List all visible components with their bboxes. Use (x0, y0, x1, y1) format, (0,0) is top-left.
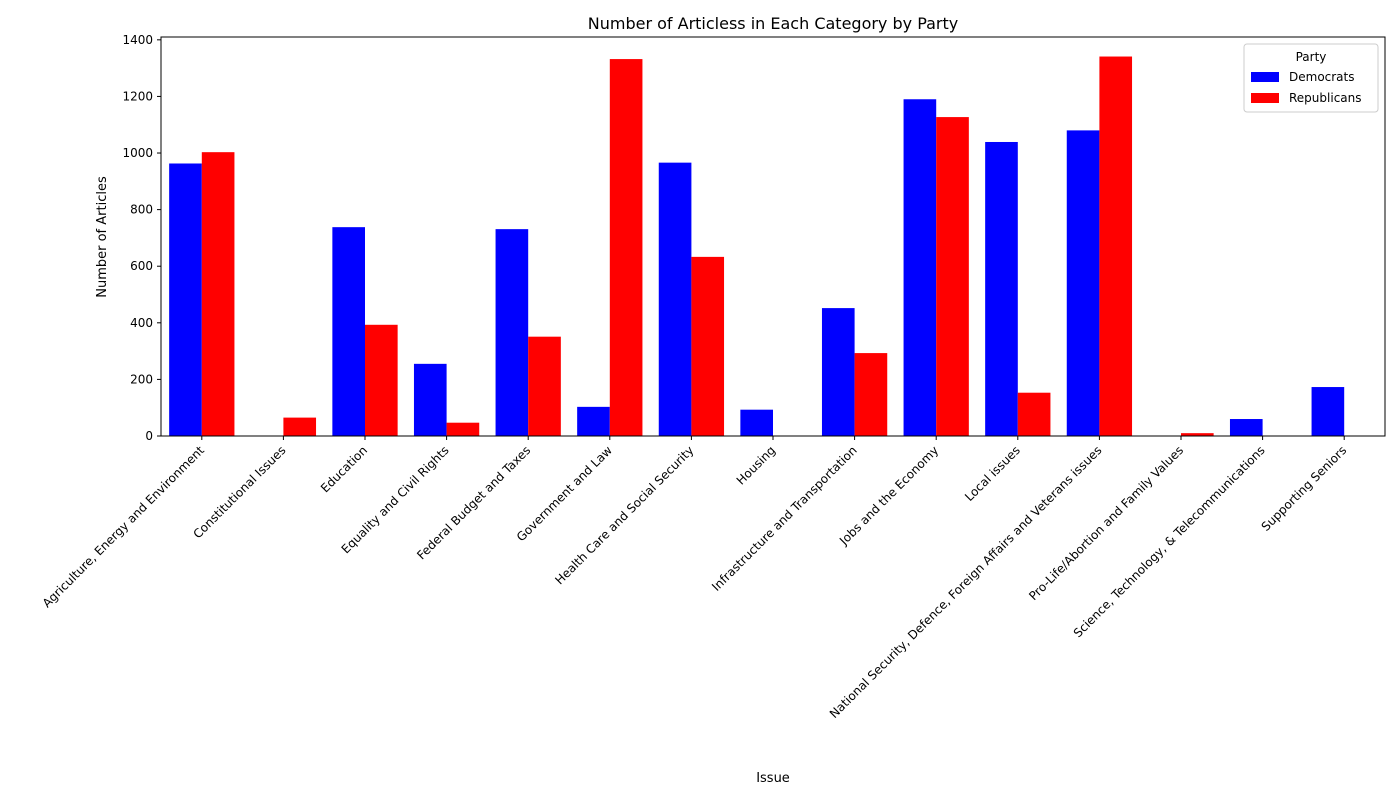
legend-label-republicans: Republicans (1289, 91, 1362, 105)
y-tick-label-6: 1200 (122, 89, 153, 103)
y-tick-label-2: 400 (130, 316, 153, 330)
legend: Party Democrats Republicans (1243, 43, 1379, 113)
y-tick-label-4: 800 (130, 203, 153, 217)
bars-layer (169, 56, 1345, 437)
bar-republicans-2 (365, 324, 398, 436)
bar-democrats-4 (495, 229, 529, 436)
x-tick-label-0: Agriculture, Energy and Environment (40, 443, 207, 610)
bar-republicans-12 (1181, 433, 1214, 436)
bar-democrats-13 (1229, 419, 1263, 436)
bar-republicans-9 (936, 117, 969, 436)
bar-republicans-8 (854, 353, 888, 436)
y-axis-label: Number of Articles (95, 176, 110, 298)
x-tick-label-8: Infrastructure and Transportation (709, 443, 860, 594)
x-tick-label-1: Constitutional Issues (190, 443, 288, 541)
y-tick-label-1: 200 (130, 372, 153, 386)
bar-republicans-6 (691, 256, 725, 436)
bar-democrats-7 (740, 409, 773, 436)
bar-republicans-10 (1017, 392, 1051, 436)
bar-democrats-3 (413, 363, 447, 436)
x-tick-label-13: Science, Technology, & Telecommunication… (1071, 443, 1268, 640)
bar-democrats-11 (1066, 130, 1100, 436)
x-tick-label-12: Pro-Life/Abortion and Family Values (1026, 443, 1186, 603)
bar-republicans-3 (446, 422, 480, 436)
bar-republicans-5 (609, 59, 643, 437)
legend-swatch-democrats (1251, 72, 1279, 82)
bar-democrats-2 (332, 227, 365, 436)
bar-democrats-6 (658, 162, 692, 436)
bar-democrats-9 (903, 99, 937, 437)
bar-democrats-8 (821, 308, 855, 436)
bar-republicans-1 (283, 417, 317, 436)
y-tick-label-3: 600 (130, 259, 153, 273)
x-axis-label: Issue (756, 771, 790, 786)
legend-title: Party (1296, 50, 1327, 64)
x-tick-label-6: Health Care and Social Security (552, 443, 696, 587)
x-tick-label-11: National Security, Defence, Foreign Affa… (827, 443, 1105, 721)
bar-democrats-14 (1311, 387, 1345, 436)
bar-republicans-0 (201, 152, 235, 436)
bar-democrats-10 (985, 141, 1018, 436)
y-tick-label-7: 1400 (122, 33, 153, 47)
chart-title: Number of Articless in Each Category by … (588, 14, 959, 33)
x-tick-label-14: Supporting Seniors (1259, 443, 1350, 534)
bar-democrats-0 (169, 163, 202, 436)
x-tick-label-2: Education (318, 443, 370, 495)
legend-label-democrats: Democrats (1289, 70, 1355, 84)
x-tick-label-7: Housing (734, 443, 778, 487)
legend-swatch-republicans (1251, 93, 1279, 103)
x-tick-label-10: Local issues (962, 443, 1023, 504)
bar-democrats-5 (577, 406, 610, 436)
bar-republicans-11 (1099, 56, 1133, 436)
y-tick-label-0: 0 (145, 429, 153, 443)
y-tick-label-5: 1000 (122, 146, 153, 160)
bar-republicans-4 (528, 336, 561, 436)
